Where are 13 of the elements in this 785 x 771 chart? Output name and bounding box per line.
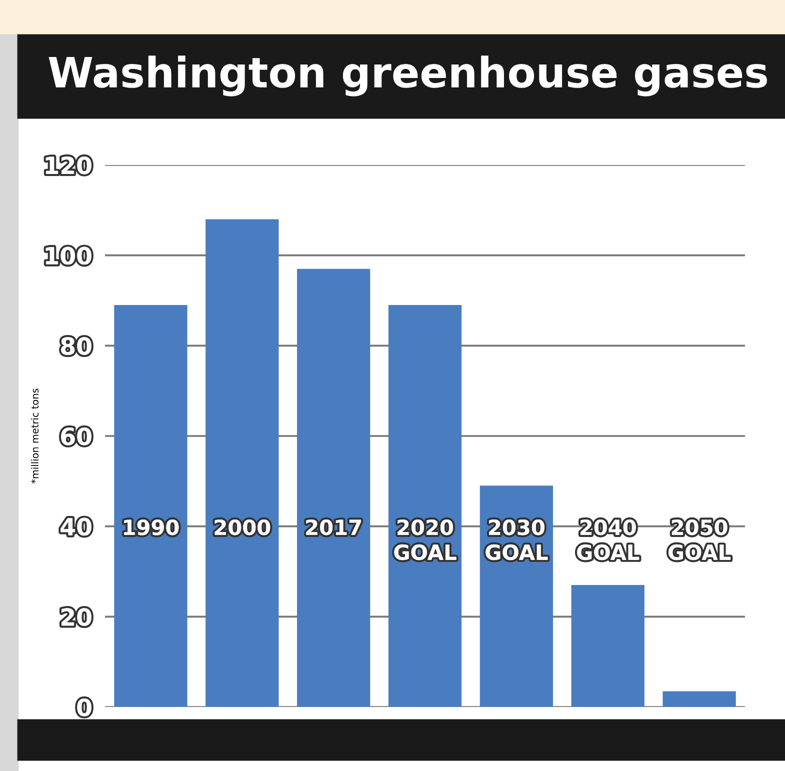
x-tick-label: 2000 bbox=[214, 519, 270, 536]
bar bbox=[388, 305, 462, 707]
x-tick-label: 2020 GOAL bbox=[394, 519, 456, 560]
x-tick-label: 2030 GOAL bbox=[486, 519, 548, 560]
bar bbox=[571, 585, 644, 707]
x-tick-label: 2017 bbox=[306, 519, 361, 536]
bar bbox=[662, 691, 736, 707]
bar bbox=[297, 268, 370, 707]
bar bbox=[206, 219, 279, 707]
x-tick-label: 1990 bbox=[124, 519, 179, 536]
chart-title: Washington greenhouse gases bbox=[48, 56, 767, 96]
y-axis-title: *million metric tons bbox=[31, 388, 39, 484]
bar bbox=[114, 305, 188, 707]
